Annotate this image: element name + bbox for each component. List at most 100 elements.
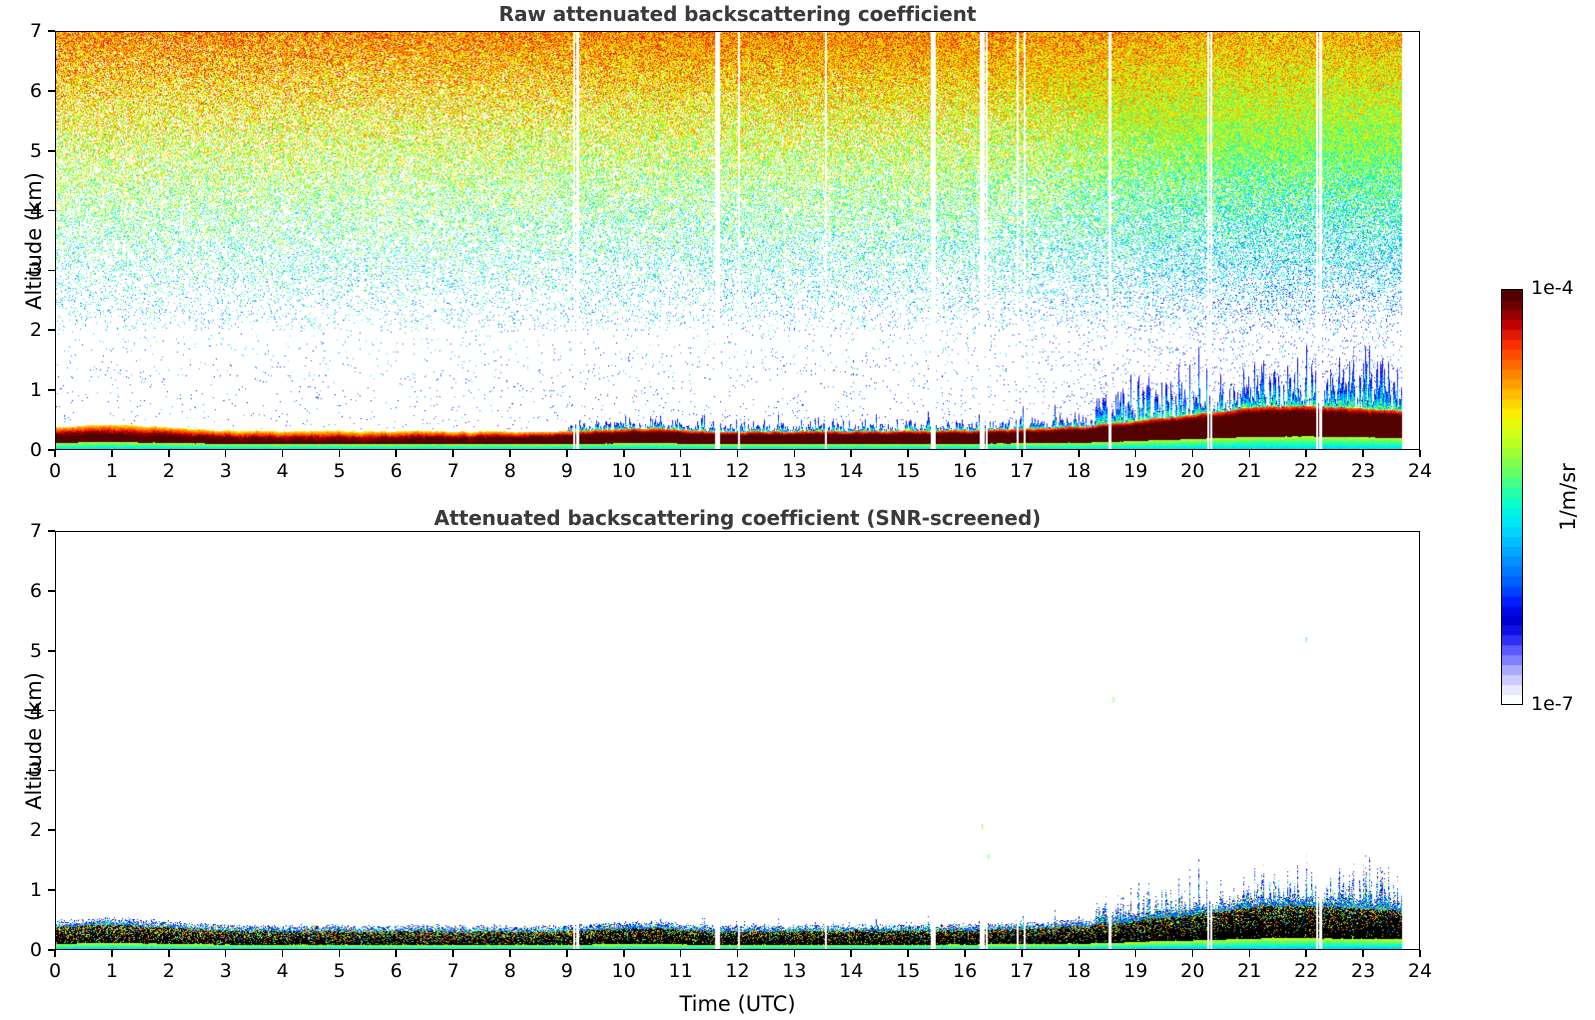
y-tick-label: 1 bbox=[29, 879, 42, 902]
heatmap-screened bbox=[56, 532, 1419, 949]
x-tick-label: 7 bbox=[447, 960, 460, 982]
x-tick-label: 15 bbox=[896, 460, 921, 482]
y-tick bbox=[48, 949, 55, 951]
y-tick bbox=[48, 590, 55, 592]
x-tick bbox=[111, 950, 113, 957]
x-tick bbox=[224, 950, 227, 957]
x-tick-label: 21 bbox=[1237, 960, 1262, 982]
colorbar-gradient bbox=[1501, 289, 1523, 705]
y-tick-label: 7 bbox=[29, 20, 42, 42]
x-tick-label: 24 bbox=[1407, 960, 1433, 982]
x-tick-label: 10 bbox=[611, 460, 636, 482]
x-tick bbox=[1191, 950, 1194, 957]
x-tick-label: 0 bbox=[48, 460, 62, 482]
x-tick-label: 16 bbox=[952, 960, 978, 982]
x-tick bbox=[281, 450, 284, 457]
x-tick-label: 20 bbox=[1180, 960, 1205, 982]
x-tick bbox=[679, 950, 682, 957]
x-tick bbox=[1248, 950, 1251, 957]
x-tick-label: 10 bbox=[611, 960, 636, 982]
x-tick-label: 17 bbox=[1009, 460, 1034, 482]
y-tick-label: 0 bbox=[29, 439, 42, 461]
x-tick bbox=[622, 950, 625, 957]
x-tick bbox=[1077, 950, 1080, 957]
x-tick bbox=[1021, 450, 1023, 457]
x-tick bbox=[1419, 450, 1421, 457]
y-tick-label: 2 bbox=[29, 819, 42, 842]
x-tick bbox=[907, 450, 909, 457]
x-tick bbox=[964, 950, 966, 957]
x-tick-label: 19 bbox=[1123, 960, 1148, 982]
y-tick-label: 0 bbox=[29, 939, 42, 961]
x-tick-label: 7 bbox=[447, 460, 460, 482]
x-axis-label-screened: Time (UTC) bbox=[679, 992, 796, 1016]
x-tick bbox=[1362, 450, 1364, 457]
x-tick-label: 8 bbox=[503, 960, 517, 982]
x-tick bbox=[679, 450, 682, 457]
x-tick bbox=[793, 950, 796, 957]
y-tick bbox=[48, 209, 55, 212]
x-tick bbox=[850, 450, 853, 457]
y-tick-label: 5 bbox=[29, 139, 42, 162]
x-tick bbox=[1248, 450, 1251, 457]
x-tick-label: 9 bbox=[560, 460, 573, 482]
x-tick bbox=[1305, 450, 1308, 457]
colorbar: 1e-4 1e-7 bbox=[1501, 277, 1574, 715]
heatmap-raw bbox=[56, 32, 1419, 449]
x-tick-label: 11 bbox=[668, 460, 693, 482]
x-tick bbox=[452, 950, 454, 957]
x-tick bbox=[54, 950, 56, 957]
x-tick-label: 23 bbox=[1351, 460, 1376, 482]
x-tick bbox=[395, 950, 398, 957]
y-tick-label: 3 bbox=[29, 759, 42, 782]
y-tick bbox=[48, 329, 55, 332]
plot-area-screened bbox=[55, 531, 1420, 950]
x-tick-label: 12 bbox=[725, 460, 750, 482]
x-tick bbox=[1134, 950, 1137, 957]
plot-area-raw bbox=[55, 31, 1420, 450]
panel-title-screened: Attenuated backscattering coefficient (S… bbox=[434, 506, 1041, 530]
x-tick bbox=[1021, 950, 1023, 957]
x-tick bbox=[1077, 450, 1080, 457]
x-tick-label: 3 bbox=[219, 960, 232, 982]
y-tick bbox=[48, 90, 55, 92]
x-tick-label: 21 bbox=[1237, 460, 1262, 482]
x-tick bbox=[1134, 450, 1137, 457]
y-tick-label: 3 bbox=[29, 259, 42, 282]
x-tick bbox=[338, 450, 341, 457]
panel-title-raw: Raw attenuated backscattering coefficien… bbox=[498, 2, 977, 26]
x-tick bbox=[54, 450, 56, 457]
x-tick-label: 12 bbox=[725, 960, 750, 982]
x-tick bbox=[1305, 950, 1308, 957]
x-tick-label: 0 bbox=[48, 960, 62, 982]
x-tick bbox=[1419, 950, 1421, 957]
x-tick bbox=[1362, 950, 1364, 957]
x-tick bbox=[224, 450, 227, 457]
x-tick bbox=[566, 450, 568, 457]
x-tick bbox=[736, 450, 739, 457]
x-tick bbox=[509, 450, 511, 457]
x-tick-label: 5 bbox=[333, 960, 346, 982]
x-tick-label: 1 bbox=[105, 960, 118, 982]
x-tick-label: 6 bbox=[390, 960, 403, 982]
x-tick bbox=[281, 950, 284, 957]
x-tick bbox=[338, 950, 341, 957]
x-tick bbox=[907, 950, 909, 957]
y-tick bbox=[48, 449, 55, 451]
y-tick bbox=[48, 769, 55, 772]
y-tick bbox=[48, 269, 55, 272]
x-tick-label: 22 bbox=[1294, 960, 1319, 982]
x-tick-label: 13 bbox=[782, 960, 807, 982]
x-tick-label: 13 bbox=[782, 460, 807, 482]
x-tick-label: 8 bbox=[503, 460, 517, 482]
y-tick bbox=[48, 149, 55, 152]
x-tick bbox=[622, 450, 625, 457]
y-tick bbox=[48, 649, 55, 652]
x-tick-label: 23 bbox=[1351, 960, 1376, 982]
x-tick-label: 1 bbox=[105, 460, 118, 482]
x-tick-label: 5 bbox=[333, 460, 346, 482]
x-tick bbox=[736, 950, 739, 957]
x-tick-label: 14 bbox=[839, 960, 864, 982]
x-tick-label: 4 bbox=[276, 460, 289, 482]
y-tick bbox=[48, 530, 55, 532]
